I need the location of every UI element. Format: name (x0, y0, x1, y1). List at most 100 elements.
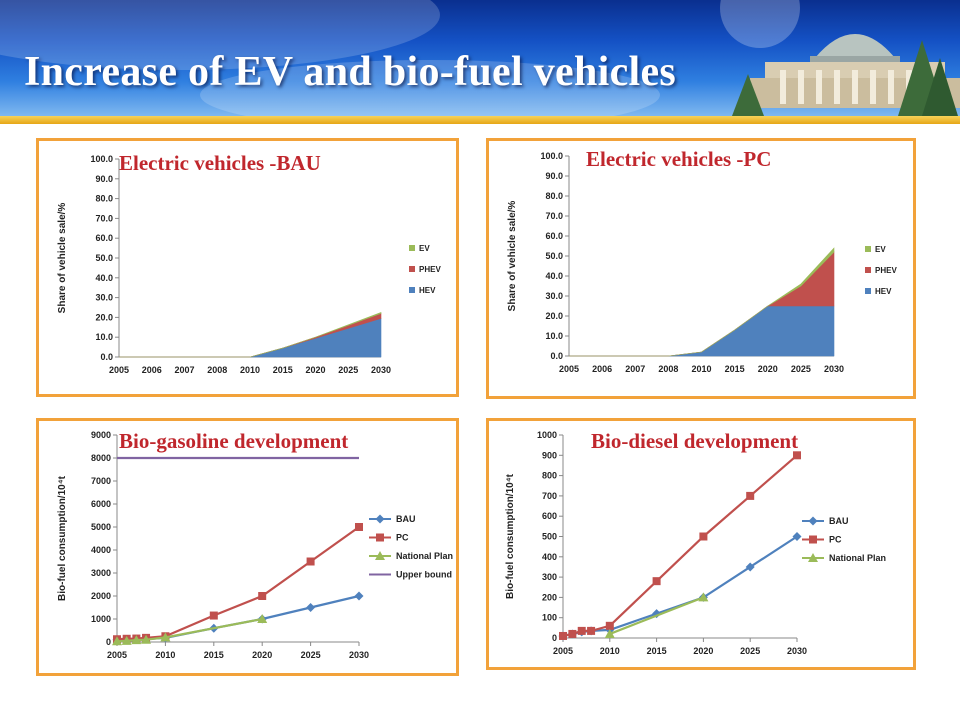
legend-label-bau: BAU (829, 516, 849, 526)
y-axis-title: Share of vehicle sale/% (57, 203, 68, 314)
y-tick-label: 900 (542, 450, 557, 460)
y-tick-label: 1000 (91, 614, 111, 624)
bio-gasoline-chart-title: Bio-gasoline development (119, 429, 349, 453)
bio-gasoline-line-chart: 9000 8000 7000 6000 5000 4000 3000 2000 1000 0 Bio… (57, 430, 453, 660)
data-point-national-plan (698, 592, 709, 602)
legend-label-phev: PHEV (875, 266, 897, 275)
x-tick-label: 2020 (693, 646, 713, 656)
x-tick-label: 2006 (592, 364, 612, 374)
legend-label-ev: EV (419, 244, 430, 253)
data-point-national-plan (160, 632, 171, 642)
legend-swatch-ev (865, 246, 871, 252)
legend-swatch-hev (865, 288, 871, 294)
legend-label-phev: PHEV (419, 265, 441, 274)
y-tick-label: 90.0 (545, 171, 563, 181)
area-series-ev (569, 247, 835, 357)
y-tick-label: 200 (542, 592, 557, 602)
y-tick-label: 90.0 (95, 174, 113, 184)
y-tick-label: 800 (542, 471, 557, 481)
data-point-pc (568, 629, 577, 638)
x-tick-label: 2030 (349, 650, 369, 660)
data-point-national-plan (141, 634, 152, 644)
x-tick-label: 2010 (155, 650, 175, 660)
y-tick-label: 70.0 (545, 211, 563, 221)
legend-marker-pc (809, 535, 817, 544)
y-tick-label: 10.0 (545, 331, 563, 341)
y-tick-label: 70.0 (95, 213, 113, 223)
legend-label-upper-bound: Upper bound (396, 570, 452, 580)
slide-header: Increase of EV and bio-fuel vehicles (0, 0, 960, 116)
line-series-bau (562, 535, 798, 638)
ev-bau-area-chart: 100.0 90.0 80.0 70.0 60.0 50.0 40.0 30.0 20.0 10.… (57, 154, 441, 375)
ev-bau-chart-panel: 100.0 90.0 80.0 70.0 60.0 50.0 40.0 30.0 20.0 10.… (36, 138, 459, 397)
legend-marker-bau (375, 514, 385, 524)
x-tick-label: 2005 (109, 365, 129, 375)
data-point-national-plan (131, 635, 142, 645)
data-point-pc (699, 532, 708, 541)
y-tick-label: 400 (542, 552, 557, 562)
data-point-national-plan (121, 635, 132, 645)
data-point-national-plan (604, 628, 615, 638)
y-tick-label: 30.0 (545, 291, 563, 301)
x-tick-label: 2015 (273, 365, 293, 375)
area-series-hev (119, 317, 382, 358)
y-axis-title: Bio-fuel consumption/10⁴t (505, 473, 516, 599)
x-tick-label: 2025 (338, 365, 358, 375)
y-tick-label: 8000 (91, 453, 111, 463)
ev-pc-chart-panel: 100.0 90.0 80.0 70.0 60.0 50.0 40.0 30.0 20.0 10.… (486, 138, 916, 399)
area-series-hev (569, 305, 835, 357)
data-point-pc (605, 621, 614, 630)
legend-marker-pc (376, 533, 384, 542)
legend-marker-bau (808, 516, 818, 526)
ev-pc-area-chart: 100.0 90.0 80.0 70.0 60.0 50.0 40.0 30.0 20.0 10.… (507, 151, 897, 374)
legend-swatch-ev (409, 245, 415, 251)
x-tick-label: 2020 (252, 650, 272, 660)
legend-label-ev: EV (875, 245, 886, 254)
x-tick-label: 2010 (691, 364, 711, 374)
x-tick-label: 2015 (725, 364, 745, 374)
bio-diesel-line-chart: 10009008007006005004003002001000Bio-fuel… (505, 430, 886, 656)
y-tick-label: 300 (542, 572, 557, 582)
data-point-pc (209, 611, 218, 620)
y-tick-label: 0.0 (100, 352, 113, 362)
data-point-national-plan (257, 614, 268, 623)
x-tick-label: 2007 (174, 365, 194, 375)
data-point-national-plan (112, 636, 122, 646)
y-tick-label: 600 (542, 511, 557, 521)
x-tick-label: 2030 (787, 646, 807, 656)
y-tick-label: 500 (542, 532, 557, 542)
data-point-pc (652, 577, 661, 586)
slide-title: Increase of EV and bio-fuel vehicles (24, 49, 677, 95)
y-tick-label: 80.0 (545, 191, 563, 201)
data-point-pc (355, 523, 363, 531)
x-tick-label: 2007 (625, 364, 645, 374)
x-tick-label: 2030 (824, 364, 844, 374)
x-tick-label: 2005 (553, 646, 573, 656)
x-tick-label: 2025 (740, 646, 760, 656)
y-tick-label: 3000 (91, 568, 111, 578)
y-tick-label: 2000 (91, 591, 111, 601)
y-tick-label: 20.0 (95, 312, 113, 322)
y-tick-label: 100 (542, 613, 557, 623)
bio-diesel-chart-panel: 1000 900 800 700 600 500 400 300 200 100 0 Bio-fuel… (486, 418, 916, 670)
y-tick-label: 40.0 (95, 273, 113, 283)
line-series-national-plan (609, 596, 704, 635)
y-tick-label: 60.0 (95, 233, 113, 243)
legend-marker-national-plan (375, 551, 385, 560)
legend-label-pc: PC (396, 533, 409, 543)
y-tick-label: 9000 (91, 430, 111, 440)
university-building-illustration (720, 0, 960, 116)
y-tick-label: 0.0 (550, 351, 563, 361)
data-point-pc (306, 557, 315, 566)
data-point-pc (793, 451, 801, 460)
y-tick-label: 100.0 (90, 154, 113, 164)
x-tick-label: 2005 (559, 364, 579, 374)
legend-label-hev: HEV (875, 287, 892, 296)
line-series-pc (116, 526, 360, 641)
data-point-bau (306, 603, 316, 612)
data-point-pc (577, 626, 586, 635)
y-tick-label: 80.0 (95, 194, 113, 204)
y-tick-label: 5000 (91, 522, 111, 532)
ev-pc-chart-title: Electric vehicles -PC (586, 147, 772, 171)
y-tick-label: 0 (552, 633, 557, 643)
